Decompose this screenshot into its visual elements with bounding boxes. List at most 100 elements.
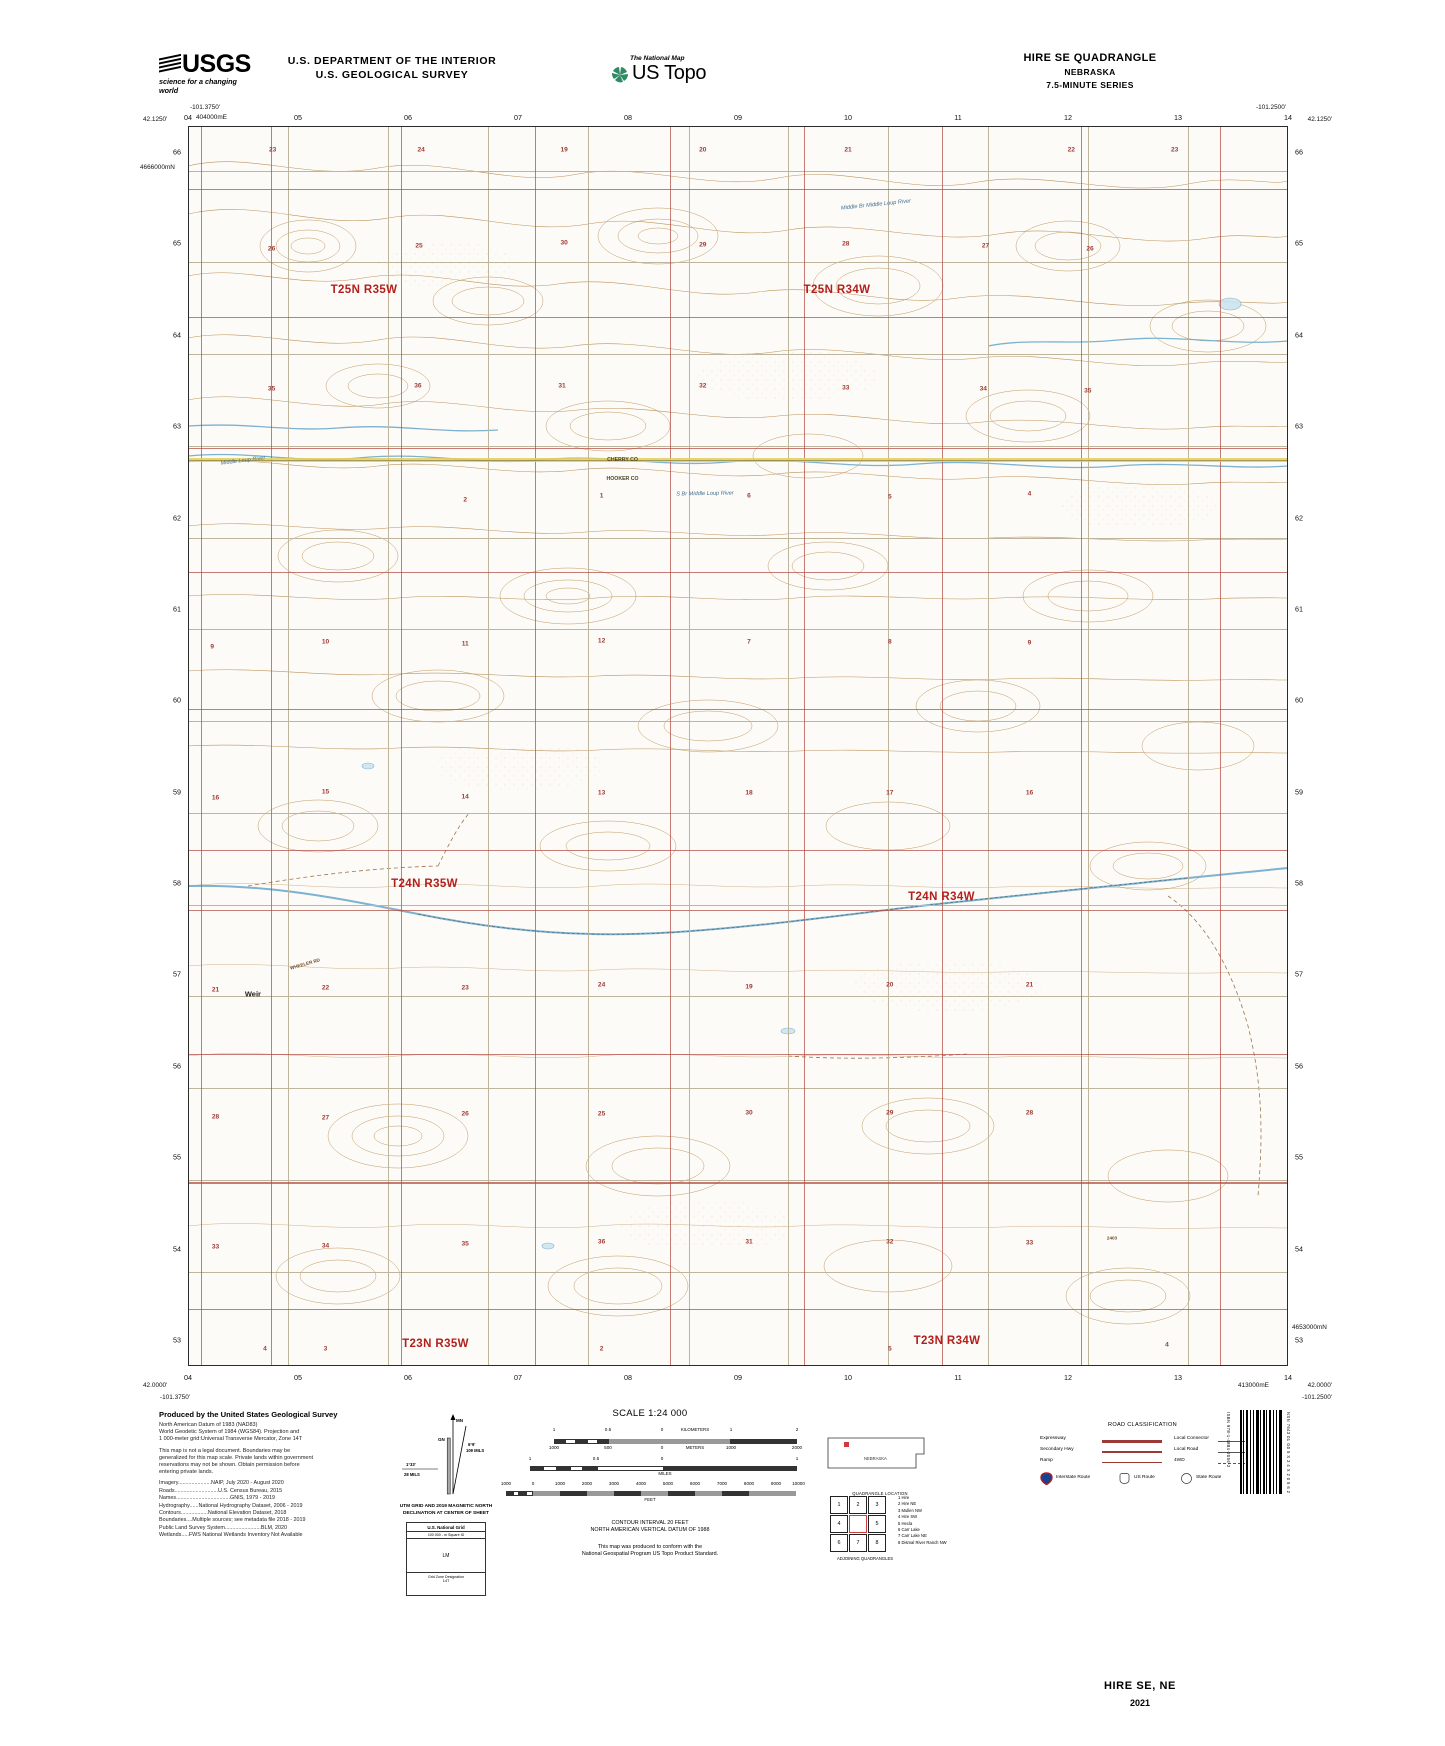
road-symbol-local-road bbox=[1218, 1451, 1245, 1453]
quadrangle-title-block: HIRE SE QUADRANGLE NEBRASKA 7.5-MINUTE S… bbox=[930, 52, 1250, 90]
place-label: Weir bbox=[244, 989, 261, 999]
disclaimer-line-4: entering private lands. bbox=[159, 1469, 214, 1476]
section-number: 10 bbox=[321, 638, 330, 646]
section-number: 33 bbox=[842, 384, 850, 392]
section-number: 34 bbox=[979, 385, 987, 393]
section-number: 29 bbox=[699, 241, 707, 249]
usng-subtitle: 100 000 - m Square ID bbox=[407, 1532, 485, 1539]
township-range-label: T24N R34W bbox=[908, 891, 975, 904]
km-tick-0: 1 bbox=[552, 1427, 556, 1432]
section-number: 6 bbox=[747, 492, 751, 500]
contour-layer bbox=[188, 126, 1288, 1366]
grid-tick-label: 11 bbox=[954, 1373, 962, 1382]
declination-caption-2: DECLINATION AT CENTER OF SHEET bbox=[403, 1510, 489, 1516]
quadrangle-series: 7.5-MINUTE SERIES bbox=[1046, 80, 1134, 90]
m-tick-1: 500 bbox=[604, 1445, 612, 1450]
section-number: 21 bbox=[1025, 981, 1034, 989]
grid-tick-label: 55 bbox=[1295, 1152, 1303, 1162]
source-value: Multiple sources; see metadata file 2018… bbox=[192, 1517, 306, 1524]
us-topo-logo: The National Map US Topo bbox=[608, 55, 728, 90]
km-tick-1: 0.5 bbox=[604, 1427, 612, 1432]
ft-tick-11: 10000 bbox=[792, 1481, 805, 1486]
grid-tick-label: 10 bbox=[844, 113, 852, 122]
quadrangle-name: HIRE SE QUADRANGLE bbox=[1023, 52, 1157, 64]
section-number: 36 bbox=[414, 382, 422, 390]
national-map-title: The National Map bbox=[630, 55, 685, 62]
source-dots: ...... bbox=[189, 1502, 199, 1509]
source-row: Boundaries....Multiple sources; see meta… bbox=[159, 1517, 409, 1524]
county-label: HOOKER CO bbox=[606, 476, 639, 483]
usgs-logo: USGS science for a changing world bbox=[159, 52, 251, 95]
mi-unit-label: MILES bbox=[658, 1471, 672, 1476]
mi-tick-0: 1 bbox=[528, 1456, 532, 1461]
section-number: 11 bbox=[461, 640, 469, 648]
section-number: 16 bbox=[211, 794, 220, 802]
grid-tick-label: 09 bbox=[734, 1373, 742, 1382]
grid-tick-label: 61 bbox=[173, 604, 181, 614]
section-number: 9 bbox=[1027, 639, 1032, 647]
section-number: 26 bbox=[461, 1110, 469, 1118]
km-tick-2: 0 bbox=[660, 1427, 664, 1432]
grid-tick-label: 60 bbox=[173, 695, 181, 705]
grid-tick-label: 08 bbox=[624, 113, 632, 122]
conformance-line-1: This map was produced to conform with th… bbox=[597, 1543, 703, 1550]
svg-text:6°9': 6°9' bbox=[468, 1442, 475, 1447]
conformance-line-2: National Geospatial Program US Topo Prod… bbox=[581, 1551, 719, 1558]
section-number: 29 bbox=[886, 1109, 894, 1117]
corner-coordinate: -101.2500' bbox=[1301, 1394, 1332, 1401]
section-number: 2 bbox=[599, 1345, 604, 1353]
adjoining-cell-2: 2 bbox=[849, 1496, 867, 1514]
section-number: 36 bbox=[597, 1238, 606, 1246]
township-range-label: T23N R35W bbox=[402, 1337, 469, 1350]
grid-tick-label: 12 bbox=[1064, 113, 1072, 122]
shield-label-interstate: Interstate Route bbox=[1056, 1475, 1091, 1480]
adjoining-caption: ADJOINING QUADRANGLES bbox=[836, 1556, 894, 1561]
section-number: 9 bbox=[210, 643, 215, 651]
state-outline-label: NEBRASKA bbox=[864, 1456, 887, 1461]
grid-tick-label: 12 bbox=[1064, 1373, 1072, 1382]
quadrangle-location-block: NEBRASKA QUADRANGLE LOCATION bbox=[820, 1420, 940, 1496]
section-number: 8 bbox=[887, 638, 892, 646]
barcode-nsn: NSN 7643 01 G0 5 X 2 4 X 2 0 5 6 2 bbox=[1286, 1412, 1291, 1494]
section-number: 33 bbox=[211, 1243, 220, 1251]
section-number: 22 bbox=[1067, 146, 1075, 154]
corner-coordinate: 42.1250' bbox=[143, 116, 168, 123]
section-number: 33 bbox=[1025, 1239, 1034, 1247]
road-symbol-secondary-hwy bbox=[1102, 1451, 1162, 1453]
section-number: 35 bbox=[461, 1240, 469, 1248]
section-number: 26 bbox=[1086, 245, 1094, 253]
section-number: 16 bbox=[1025, 789, 1034, 797]
mi-tick-1: 0.5 bbox=[592, 1456, 600, 1461]
section-number: 14 bbox=[461, 793, 469, 801]
grid-tick-label: 59 bbox=[173, 787, 181, 797]
section-number: 28 bbox=[211, 1113, 220, 1121]
adjoining-name: 4 Hire SW bbox=[898, 1514, 918, 1520]
grid-tick-label: 53 bbox=[1295, 1335, 1303, 1345]
section-number: 23 bbox=[1171, 146, 1179, 154]
adjoining-cell-6: 6 bbox=[830, 1534, 848, 1552]
grid-tick-label: 05 bbox=[294, 113, 302, 122]
county-label: CHERRY CO bbox=[607, 456, 638, 463]
source-dots: .... bbox=[186, 1517, 193, 1524]
shield-label-state-route: State Route bbox=[1196, 1475, 1222, 1480]
datum-line-1: North American Datum of 1983 (NAD83) bbox=[159, 1422, 258, 1428]
section-number: 23 bbox=[269, 146, 277, 154]
grid-tick-label: 07 bbox=[514, 1373, 522, 1382]
roads-layer bbox=[247, 811, 1262, 1197]
source-dots: ...................... bbox=[178, 1480, 212, 1487]
road-label-local-road: Local Road bbox=[1174, 1447, 1199, 1452]
grid-tick-label: 55 bbox=[173, 1152, 181, 1162]
section-number: 35 bbox=[1084, 387, 1092, 395]
map-panel[interactable]: 23 24 19 20 21 22 23 26 25 30 29 28 27 26 35 36 31 32 33 34… bbox=[188, 126, 1288, 1366]
grid-tick-label: 57 bbox=[1295, 969, 1303, 979]
road-row-ramp: Ramp 4WD bbox=[1040, 1457, 1245, 1468]
road-label: 2403 bbox=[1106, 1235, 1118, 1241]
source-value: National Hydrography Dataset, 2006 - 201… bbox=[198, 1502, 303, 1509]
barcode-isbn: ISBN 978-1-4884-2056-2 bbox=[1226, 1412, 1231, 1468]
map-canvas[interactable]: 23 24 19 20 21 22 23 26 25 30 29 28 27 26 35 36 31 32 33 34… bbox=[188, 126, 1288, 1366]
source-label: Wetlands bbox=[159, 1532, 182, 1539]
grid-tick-label: 14 bbox=[1284, 1373, 1292, 1382]
footer-year: 2021 bbox=[1129, 1698, 1151, 1708]
grid-tick-label: 66 bbox=[173, 147, 181, 157]
source-row: Names...................................… bbox=[159, 1495, 409, 1502]
